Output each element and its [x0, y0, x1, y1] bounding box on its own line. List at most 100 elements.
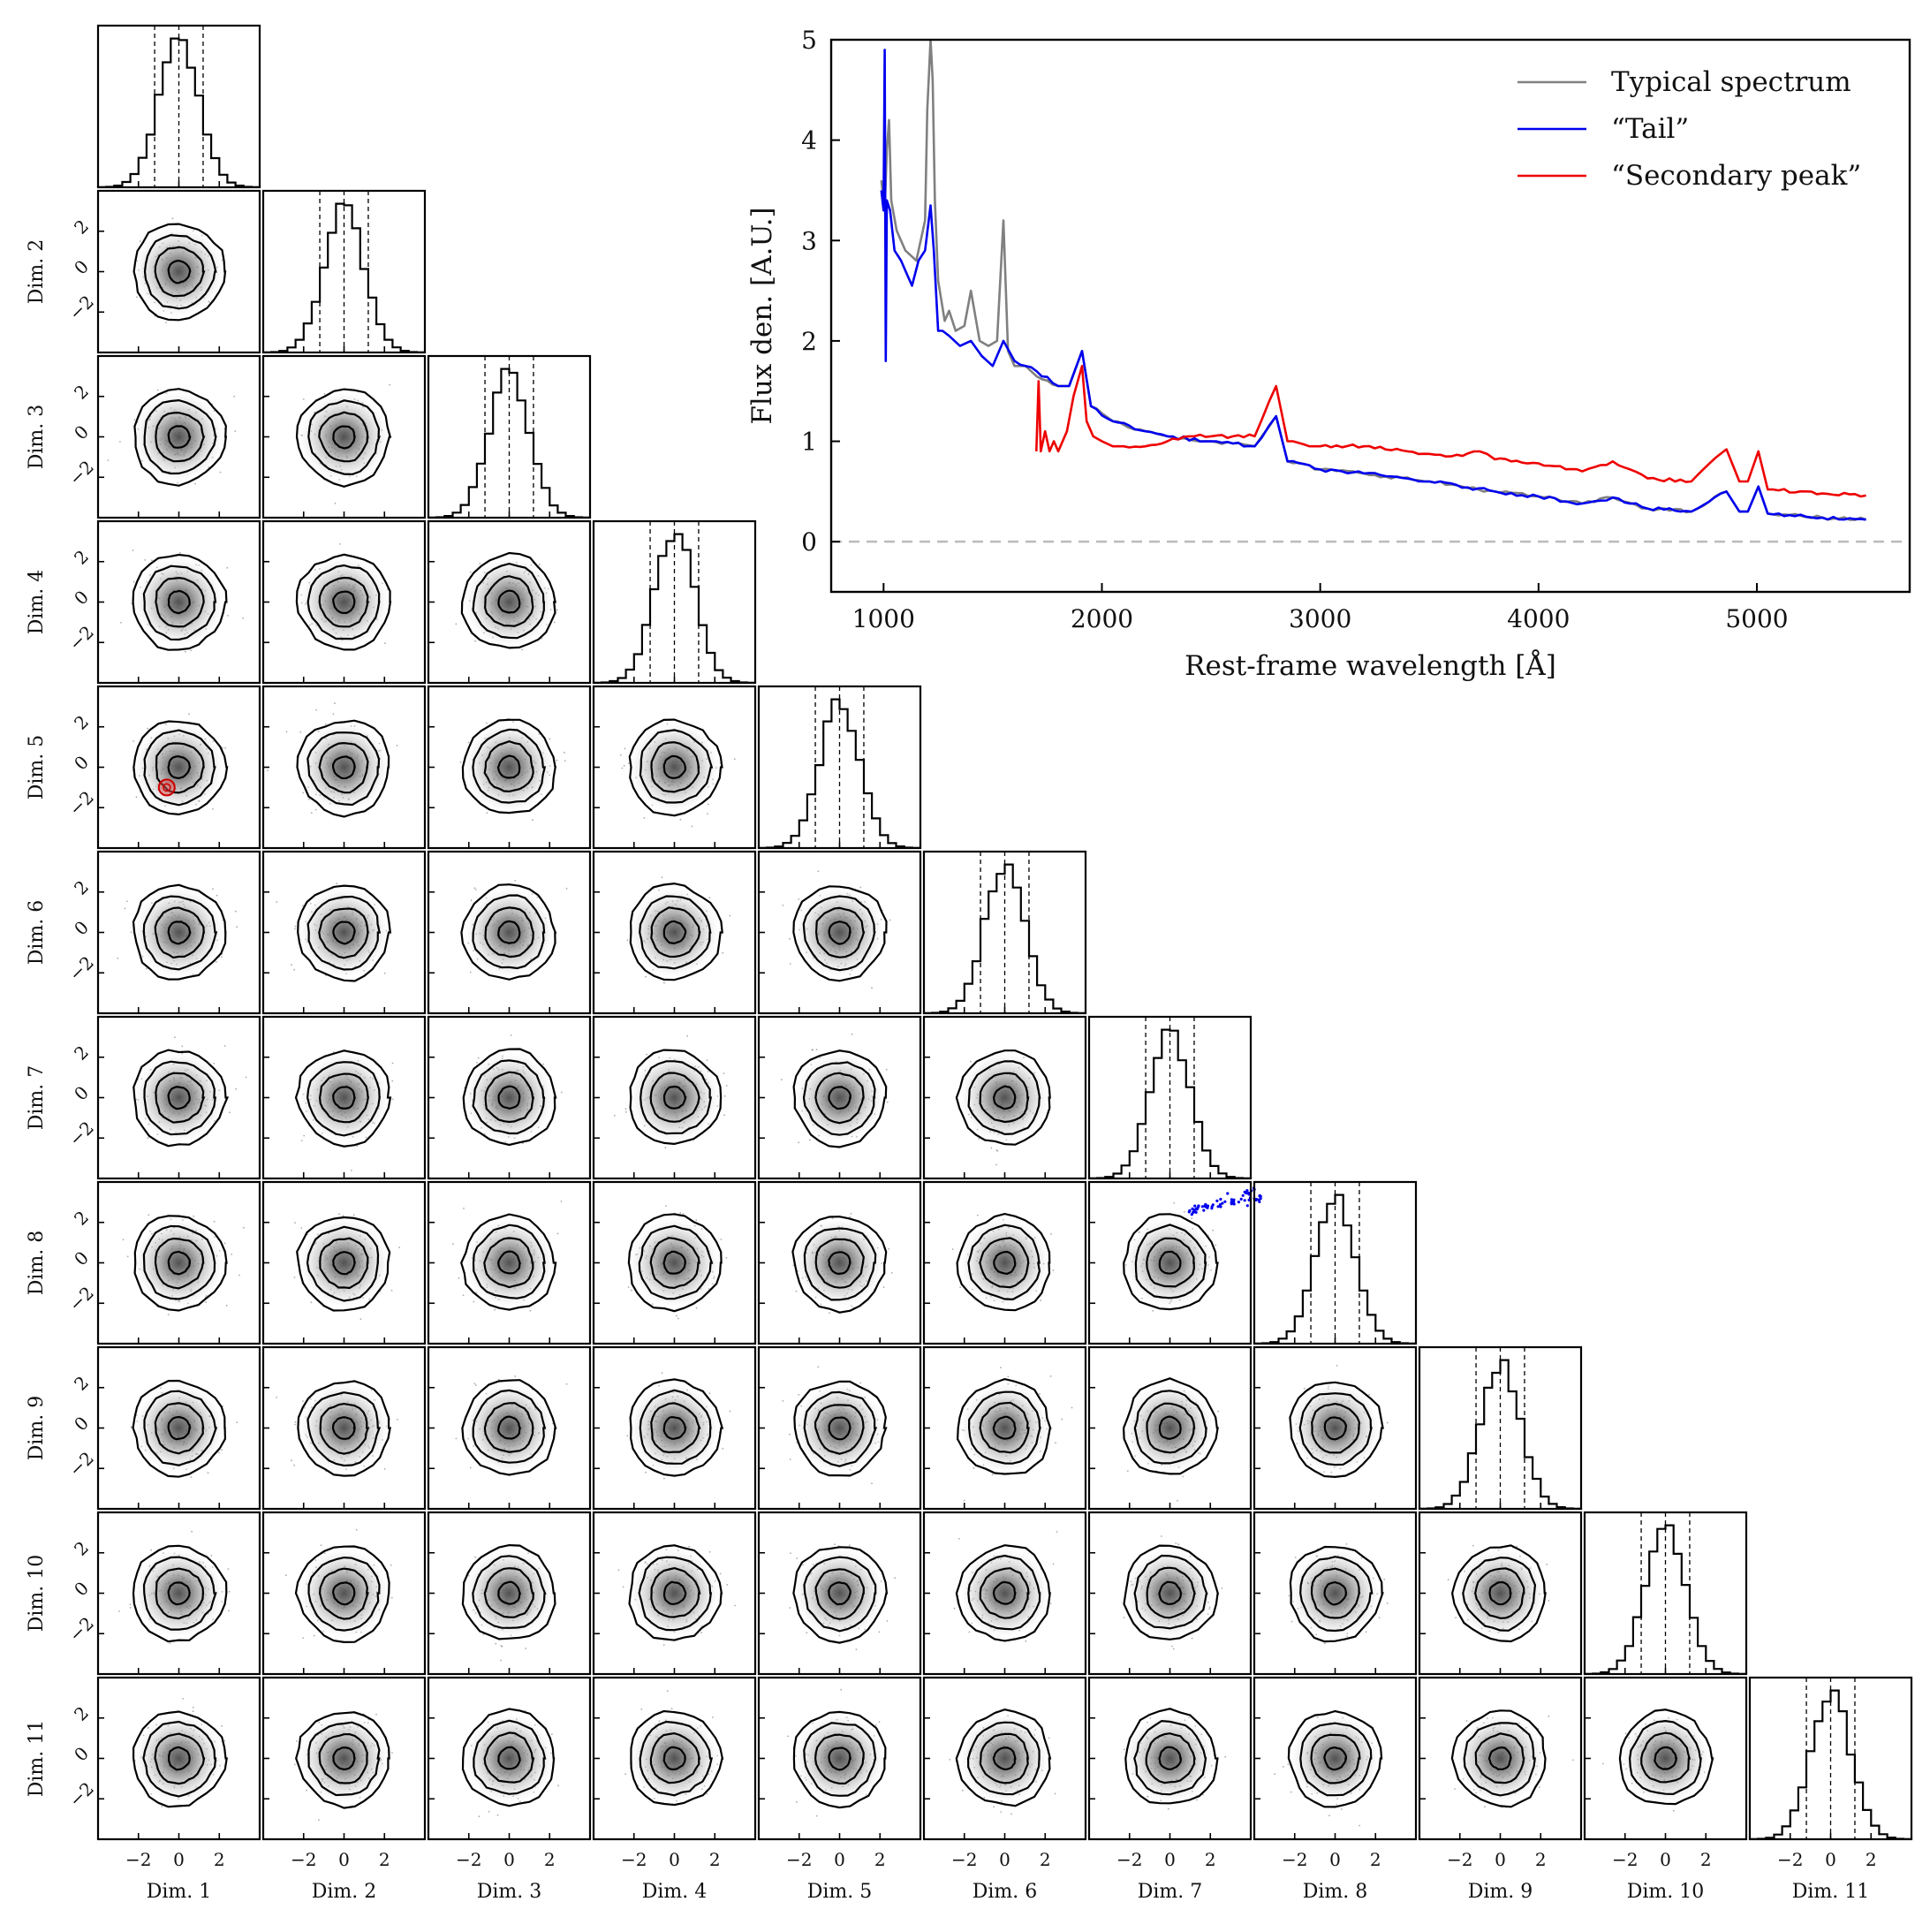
scatter-point: [808, 1139, 811, 1141]
scatter-point: [224, 746, 226, 749]
scatter-point: [859, 886, 862, 889]
scatter-point: [473, 1300, 475, 1303]
scatter-point: [1152, 1310, 1154, 1312]
scatter-point: [1050, 1233, 1052, 1235]
scatter-point: [978, 1138, 980, 1140]
scatter-point: [970, 1060, 972, 1063]
scatter-point: [391, 1098, 394, 1101]
corner-panel-2-2: [261, 189, 427, 354]
scatter-point: [320, 1544, 322, 1546]
scatter-point: [798, 1393, 800, 1396]
density-contour-0: [297, 1380, 391, 1477]
scatter-point: [849, 1216, 851, 1218]
density-contour-0: [955, 1049, 1051, 1146]
scatter-point: [151, 559, 153, 562]
density-contour-0: [296, 719, 390, 818]
density-contour-0: [460, 1213, 557, 1311]
scatter-point: [467, 741, 470, 744]
scatter-point: [276, 1397, 278, 1398]
scatter-point: [850, 1213, 852, 1215]
scatter-point: [276, 901, 278, 903]
density-contour-2: [155, 412, 206, 463]
scatter-point: [1173, 1202, 1175, 1204]
density-contour-0: [628, 718, 723, 817]
scatter-point: [383, 1467, 386, 1470]
scatter-point: [470, 899, 473, 902]
corner-panel-7-2: [261, 1015, 427, 1180]
scatter-point: [565, 1383, 568, 1385]
scatter-point: [294, 928, 296, 930]
corner-panel-5-4: [592, 685, 757, 850]
scatter-point: [686, 1034, 688, 1037]
scatter-point: [1055, 1442, 1056, 1444]
corner-panel-10-3: [427, 1511, 592, 1676]
scatter-point: [643, 817, 646, 819]
scatter-point: [780, 1079, 783, 1081]
scatter-point: [227, 615, 229, 617]
scatter-point: [352, 1214, 355, 1216]
highlight-point: [1245, 1189, 1249, 1193]
highlight-point: [1232, 1202, 1236, 1206]
highlight-point: [1210, 1207, 1214, 1210]
corner-panel-3-2: [261, 354, 427, 519]
density-contour-0: [132, 1379, 227, 1478]
scatter-point: [708, 1392, 711, 1395]
scatter-point: [645, 975, 647, 978]
scatter-point: [1000, 1367, 1002, 1369]
scatter-point: [139, 240, 141, 242]
density-contour-0: [792, 885, 888, 982]
scatter-point: [729, 914, 731, 917]
highlight-point: [1190, 1213, 1193, 1216]
scatter-point: [132, 740, 134, 742]
scatter-point: [243, 1226, 245, 1229]
scatter-point: [398, 1246, 400, 1249]
scatter-point: [789, 1433, 791, 1436]
scatter-point: [184, 650, 186, 653]
scatter-point: [118, 1610, 120, 1612]
scatter-point: [302, 398, 305, 400]
scatter-point: [722, 1447, 724, 1450]
scatter-point: [190, 649, 193, 652]
scatter-point: [179, 551, 181, 554]
scatter-point: [695, 1307, 698, 1309]
scatter-point: [676, 1315, 677, 1317]
scatter-point: [973, 1467, 975, 1469]
scatter-point: [733, 758, 736, 761]
scatter-point: [455, 623, 458, 625]
scatter-point: [729, 1410, 731, 1413]
highlight-point: [1237, 1201, 1240, 1204]
scatter-point: [817, 870, 820, 873]
scatter-point: [473, 887, 476, 890]
scatter-point: [223, 1242, 226, 1245]
scatter-point: [212, 808, 214, 810]
scatter-point: [624, 747, 626, 750]
scatter-point: [486, 722, 488, 724]
corner-panel-9-1: [96, 1345, 261, 1511]
scatter-point: [560, 1091, 563, 1094]
density-contour-1: [143, 233, 217, 310]
scatter-point: [227, 1568, 230, 1570]
scatter-point: [310, 1301, 313, 1304]
corner-panel-8-2: [261, 1180, 427, 1345]
scatter-point: [695, 1219, 698, 1222]
corner-panel-7-7: [1087, 1015, 1253, 1180]
scatter-point: [313, 1634, 315, 1637]
scatter-point: [294, 1421, 297, 1423]
scatter-point: [216, 961, 217, 963]
scatter-point: [725, 1085, 728, 1087]
density-contour-0: [629, 1378, 724, 1477]
scatter-point: [130, 931, 132, 933]
density-map: [132, 225, 225, 318]
scatter-point: [564, 760, 566, 762]
highlight-point: [1202, 1208, 1206, 1212]
scatter-point: [521, 648, 524, 651]
scatter-point: [815, 1049, 818, 1050]
scatter-point: [242, 617, 244, 619]
highlight-point: [1215, 1199, 1219, 1202]
scatter-point: [959, 1286, 961, 1289]
scatter-point: [665, 1205, 667, 1207]
scatter-point: [706, 1059, 708, 1061]
scatter-point: [851, 1033, 853, 1035]
scatter-point: [663, 1477, 665, 1480]
